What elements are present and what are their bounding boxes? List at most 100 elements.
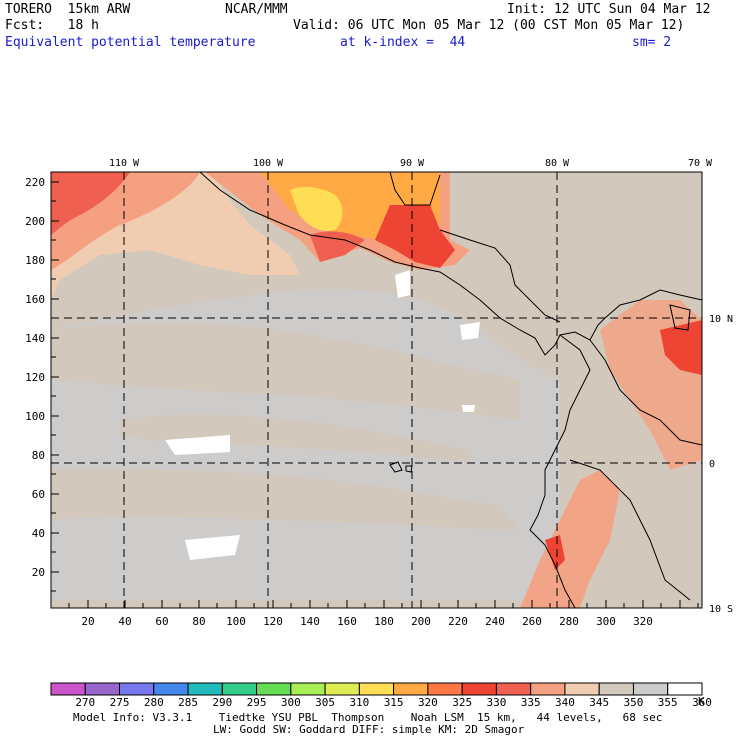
y-tick-labels: 20 40 60 80 100 120 140 160 180 200 220 xyxy=(25,176,45,579)
model-info-line2: LW: Godd SW: Goddard DIFF: simple KM: 2D… xyxy=(213,723,525,736)
tan-band-mid xyxy=(51,322,520,420)
init-time: Init: 12 UTC Sun 04 Mar 12 xyxy=(507,2,711,17)
coastline-caribbean xyxy=(439,229,561,323)
lat-label-0: 0 xyxy=(709,459,715,470)
x-tick-40: 40 xyxy=(118,615,131,628)
salmon-region-peru xyxy=(520,470,620,608)
colorbar-cell xyxy=(427,682,463,696)
colorbar-cell xyxy=(632,682,669,696)
x-tick-100: 100 xyxy=(226,615,246,628)
coastline-lake-maracaibo xyxy=(669,304,691,331)
white-patch-2 xyxy=(185,535,240,560)
coastlines xyxy=(199,171,703,609)
colorbar-cell xyxy=(358,682,395,696)
organization: NCAR/MMM xyxy=(225,2,288,17)
lon-label-100w: 100 W xyxy=(253,158,284,169)
colorbar-label: 340 xyxy=(555,696,575,709)
colorbar-label: 360 xyxy=(692,696,712,709)
x-tick-280: 280 xyxy=(559,615,579,628)
x-tick-80: 80 xyxy=(192,615,205,628)
colorbar-cell xyxy=(564,682,600,696)
colorbar-labels: 270 275 280 285 290 295 300 305 310 315 320 325 330 3… xyxy=(75,696,712,709)
model-name: TORERO 15km ARW xyxy=(5,2,131,17)
border-peru xyxy=(569,459,691,601)
x-tick-120: 120 xyxy=(263,615,283,628)
red-region-guatemala xyxy=(375,205,455,268)
colorbar-label: 320 xyxy=(418,696,438,709)
colorbar-label: 335 xyxy=(521,696,541,709)
red-region-venezuela xyxy=(660,320,702,375)
colorbar-cell xyxy=(393,682,429,696)
y-tick-160: 160 xyxy=(25,293,45,306)
colorbar-label: 275 xyxy=(110,696,130,709)
red-region-peru xyxy=(545,535,565,570)
lon-label-110w: 110 W xyxy=(109,158,140,169)
white-patch-1 xyxy=(165,435,230,455)
colorbar-cell xyxy=(221,682,258,696)
lon-label-90w: 90 W xyxy=(400,158,425,169)
yellow-region-mexico xyxy=(290,187,343,231)
colorbar-label: 345 xyxy=(589,696,609,709)
colorbar-label: 305 xyxy=(315,696,335,709)
colorbar-cell xyxy=(495,682,532,696)
white-patch-4 xyxy=(460,322,480,340)
white-patch-5 xyxy=(462,405,475,412)
colorbar-label: 300 xyxy=(281,696,301,709)
coastline-mexico xyxy=(199,171,606,356)
y-tick-20: 20 xyxy=(32,566,45,579)
lat-label-10s: 10 S xyxy=(709,604,733,615)
colorbar-cell xyxy=(324,682,360,696)
x-tick-marks xyxy=(68,600,699,608)
red-region-nw xyxy=(51,172,130,235)
colorbar-cell xyxy=(256,682,292,696)
colorbar-cell xyxy=(461,682,497,696)
lon-label-70w: 70 W xyxy=(688,158,713,169)
colorbar-cell xyxy=(84,682,121,696)
x-tick-60: 60 xyxy=(155,615,168,628)
colorbar-label: 330 xyxy=(486,696,506,709)
colorbar-label: 350 xyxy=(624,696,644,709)
valid-time: Valid: 06 UTC Mon 05 Mar 12 (00 CST Mon … xyxy=(293,18,685,33)
colorbar-label: 310 xyxy=(349,696,369,709)
x-tick-220: 220 xyxy=(448,615,468,628)
x-tick-160: 160 xyxy=(337,615,357,628)
colorbar-cell xyxy=(119,682,155,696)
field-name: Equivalent potential temperature xyxy=(5,35,256,50)
lon-label-80w: 80 W xyxy=(545,158,570,169)
smoothing-info: sm= 2 xyxy=(632,35,672,50)
colorbar-cell xyxy=(530,682,566,696)
x-tick-180: 180 xyxy=(374,615,394,628)
latlon-grid xyxy=(51,172,702,608)
colorbar-cell xyxy=(290,682,326,696)
y-tick-200: 200 xyxy=(25,215,45,228)
colorbar-label: 290 xyxy=(212,696,232,709)
colorbar xyxy=(50,682,703,696)
red-region-coast xyxy=(310,231,365,262)
white-patch-3 xyxy=(395,270,410,298)
tan-band-mid2 xyxy=(120,414,470,462)
colorbar-cell xyxy=(153,682,189,696)
x-tick-20: 20 xyxy=(81,615,94,628)
border-colombia xyxy=(589,339,703,446)
coastline-gulf xyxy=(389,171,441,206)
coastline-pacific-sa xyxy=(529,334,591,609)
x-tick-200: 200 xyxy=(411,615,431,628)
y-tick-60: 60 xyxy=(32,488,45,501)
coastline-south-america xyxy=(604,289,703,319)
x-tick-260: 260 xyxy=(522,615,542,628)
plot-frame xyxy=(50,171,703,609)
colorbar-unit: K xyxy=(698,695,705,708)
colorbar-label: 315 xyxy=(384,696,404,709)
y-tick-100: 100 xyxy=(25,410,45,423)
colorbar-label: 270 xyxy=(75,696,95,709)
colorbar-label: 280 xyxy=(144,696,164,709)
forecast-hour: Fcst: 18 h xyxy=(5,18,99,33)
x-tick-labels: 20 40 60 80 100 120 140 160 180 200 220 … xyxy=(81,615,653,628)
colorbar-cell xyxy=(187,682,223,696)
x-tick-240: 240 xyxy=(485,615,505,628)
y-tick-180: 180 xyxy=(25,254,45,267)
y-tick-80: 80 xyxy=(32,449,45,462)
tan-band-south xyxy=(51,469,520,530)
colorbar-label: 355 xyxy=(658,696,678,709)
